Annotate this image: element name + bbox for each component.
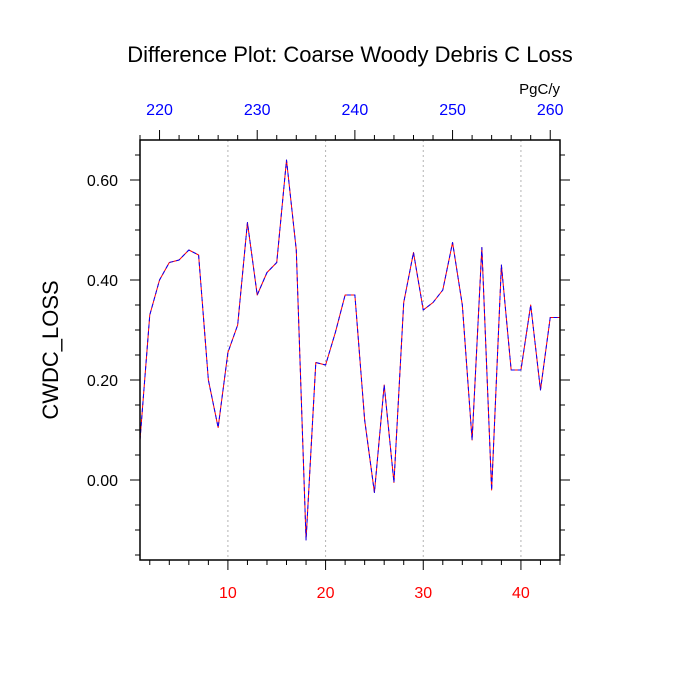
y-tick-label: 0.40 [87,273,118,290]
x-tick-label-10: 10 [219,585,237,602]
plot-frame [139,139,561,561]
top-tick-label-250: 250 [439,102,466,119]
y-tick-label: 0.00 [87,473,118,490]
top-tick-label-240: 240 [342,102,369,119]
x-tick-label-20: 20 [317,585,335,602]
plot-area: 10 20 30 40 220 230 240 250 260 0.60 0.40 0.20 0.00 [87,102,570,602]
x-tick-label-40: 40 [512,585,530,602]
y-tick-label: 0.60 [87,173,118,190]
top-axis-units: PgC/y [519,81,560,98]
chart-title: Difference Plot: Coarse Woody Debris C L… [127,42,573,67]
top-tick-label-230: 230 [244,102,271,119]
top-tick-label-260: 260 [537,102,564,119]
top-tick-label-220: 220 [146,102,173,119]
series-line-control [139,159,560,541]
series-line-case [139,159,560,541]
y-tick-label: 0.20 [87,373,118,390]
y-axis-label: CWDC_LOSS [38,280,63,419]
x-tick-label-30: 30 [414,585,432,602]
